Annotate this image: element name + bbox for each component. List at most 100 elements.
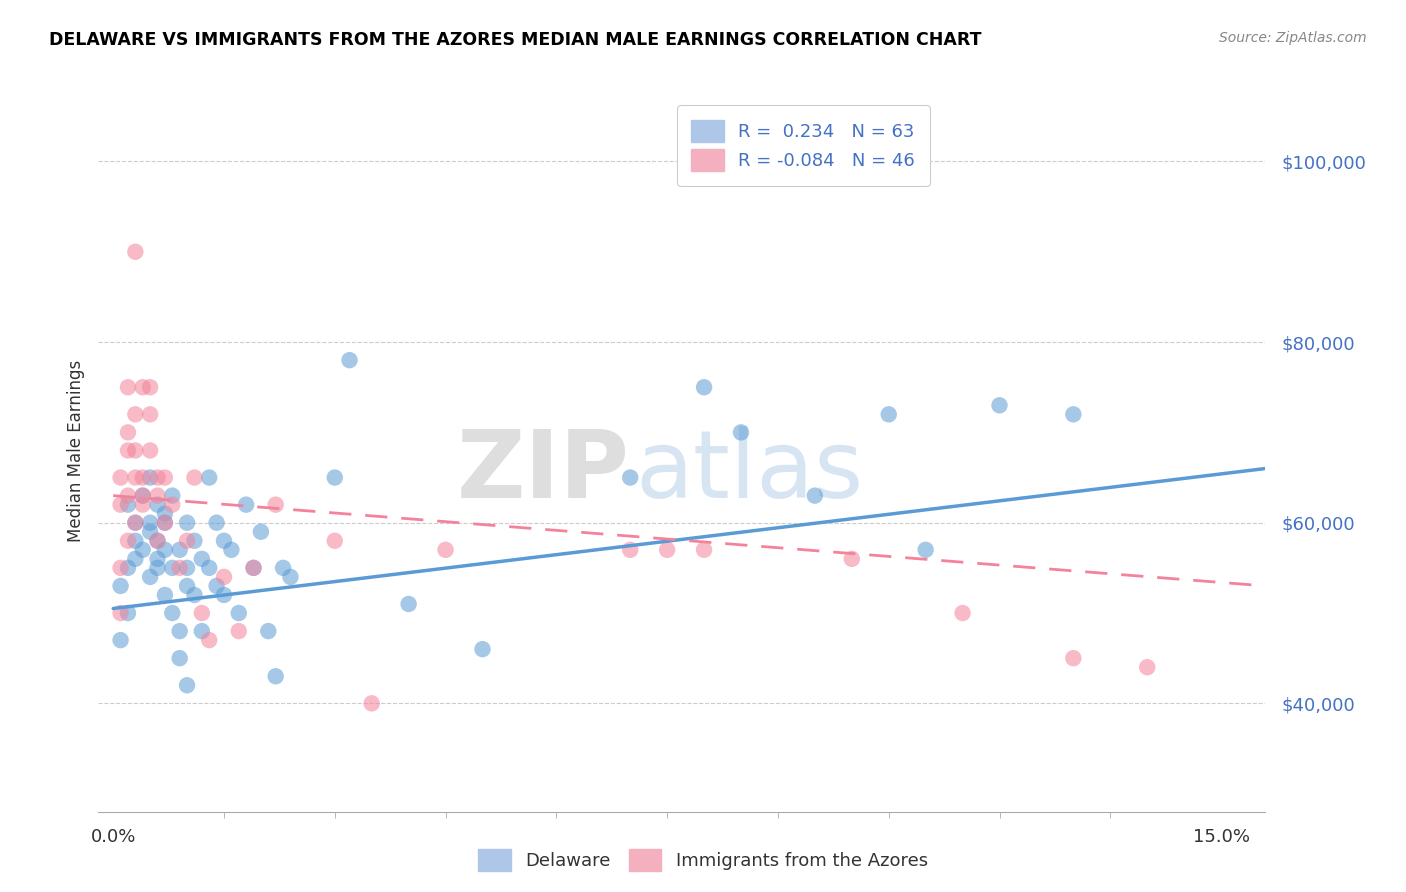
Point [250,524,273,539]
Point [110,579,132,593]
Point [212,588,235,602]
Point [162,606,184,620]
Point [146,533,169,548]
Point [169,624,191,639]
Point [198,470,221,484]
Point [242,561,264,575]
Point [323,470,346,484]
Point [117,606,139,620]
Point [877,407,900,421]
Point [146,498,169,512]
Point [183,470,205,484]
Point [146,533,169,548]
Text: Source: ZipAtlas.com: Source: ZipAtlas.com [1219,31,1367,45]
Point [110,606,132,620]
Point [952,606,974,620]
Point [1136,660,1159,674]
Point [117,561,139,575]
Point [914,542,936,557]
Point [804,489,827,503]
Point [191,606,214,620]
Point [360,697,382,711]
Point [153,507,176,521]
Point [242,561,264,575]
Point [117,533,139,548]
Point [132,498,155,512]
Point [198,561,221,575]
Text: atlas: atlas [636,426,863,518]
Point [235,498,257,512]
Point [153,516,176,530]
Point [169,651,191,665]
Point [153,470,176,484]
Point [139,470,162,484]
Point [110,561,132,575]
Point [398,597,420,611]
Point [146,470,169,484]
Point [264,669,287,683]
Point [1062,407,1084,421]
Point [434,542,457,557]
Point [655,542,678,557]
Point [228,624,250,639]
Point [221,542,243,557]
Point [117,489,139,503]
Point [124,470,146,484]
Point [198,633,221,648]
Point [693,380,716,394]
Point [212,533,235,548]
Point [162,498,184,512]
Point [139,380,162,394]
Point [132,542,155,557]
Point [162,561,184,575]
Point [619,470,641,484]
Point [110,498,132,512]
Point [257,624,280,639]
Point [153,588,176,602]
Point [271,561,294,575]
Point [693,542,716,557]
Point [339,353,361,368]
Point [124,516,146,530]
Point [205,516,228,530]
Point [139,407,162,421]
Point [191,551,214,566]
Point [183,588,205,602]
Point [169,542,191,557]
Point [139,516,162,530]
Point [1062,651,1084,665]
Point [183,533,205,548]
Point [132,470,155,484]
Point [323,533,346,548]
Point [124,443,146,458]
Point [117,380,139,394]
Text: ZIP: ZIP [457,426,630,518]
Point [117,498,139,512]
Point [471,642,494,657]
Point [124,244,146,259]
Point [117,443,139,458]
Point [132,380,155,394]
Legend: R =  0.234   N = 63, R = -0.084   N = 46: R = 0.234 N = 63, R = -0.084 N = 46 [678,105,929,186]
Point [191,624,214,639]
Point [988,398,1011,412]
Point [146,489,169,503]
Text: DELAWARE VS IMMIGRANTS FROM THE AZORES MEDIAN MALE EARNINGS CORRELATION CHART: DELAWARE VS IMMIGRANTS FROM THE AZORES M… [49,31,981,49]
Point [132,489,155,503]
Point [110,470,132,484]
Point [162,489,184,503]
Point [153,542,176,557]
Point [139,443,162,458]
Point [280,570,302,584]
Point [139,570,162,584]
Point [139,524,162,539]
Point [146,561,169,575]
Y-axis label: Median Male Earnings: Median Male Earnings [66,359,84,541]
Point [124,407,146,421]
Point [176,678,198,692]
Point [619,542,641,557]
Point [146,551,169,566]
Point [153,516,176,530]
Point [228,606,250,620]
Point [730,425,752,440]
